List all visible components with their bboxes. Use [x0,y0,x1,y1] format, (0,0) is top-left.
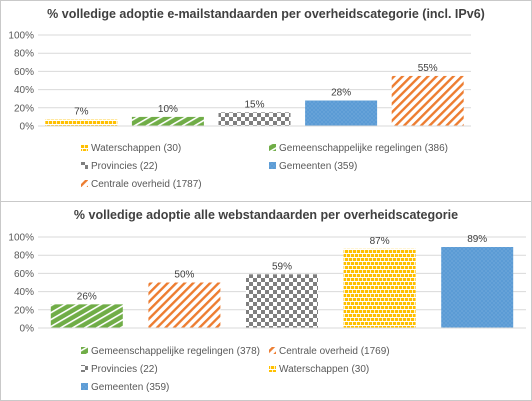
data-label: 59% [272,261,292,272]
data-label: 55% [418,63,438,74]
y-tick-label: 60% [14,67,34,78]
bar-1 [45,119,118,126]
y-tick-label: 60% [14,269,34,280]
bar-3 [246,274,318,328]
y-tick-label: 20% [14,103,34,114]
email-standards-chart-panel: % volledige adoptie e-mailstandaarden pe… [1,1,531,200]
data-label: 7% [74,107,89,118]
data-label: 10% [158,104,178,115]
legend-swatch [269,365,276,372]
legend-swatch [81,162,88,169]
email-standards-chart: % volledige adoptie e-mailstandaarden pe… [8,7,485,190]
legend-label: Gemeenschappelijke regelingen (378) [91,346,260,357]
bar-2 [148,282,221,328]
y-tick-label: 40% [14,85,34,96]
legend-label: Gemeenten (359) [279,161,357,172]
bar-4 [343,248,416,328]
chart-title: % volledige adoptie alle webstandaarden … [74,208,458,222]
data-label: 50% [174,270,194,281]
legend-swatch [81,180,88,187]
legend-label: Provincies (22) [91,161,158,172]
data-label: 89% [467,234,487,245]
bar-1 [50,304,123,328]
legend-swatch [81,365,88,372]
bar-2 [131,116,204,126]
y-tick-label: 40% [14,287,34,298]
legend-swatch [269,162,276,169]
y-tick-label: 0% [20,122,35,133]
y-tick-label: 80% [14,251,34,262]
y-tick-label: 0% [20,324,35,335]
data-label: 26% [77,291,97,302]
legend-label: Waterschappen (30) [279,364,369,375]
data-label: 87% [370,236,390,247]
legend-label: Gemeenschappelijke regelingen (386) [279,143,448,154]
y-tick-label: 100% [8,233,34,244]
legend-label: Waterschappen (30) [91,143,181,154]
legend-swatch [81,144,88,151]
legend-swatch [269,144,276,151]
legend-label: Centrale overheid (1787) [91,179,202,190]
legend-label: Provincies (22) [91,364,158,375]
legend-swatch [81,383,88,390]
y-tick-label: 20% [14,305,34,316]
y-tick-label: 80% [14,49,34,60]
legend-swatch [269,347,276,354]
bar-5 [441,247,514,328]
legend-label: Centrale overheid (1769) [279,346,390,357]
bar-5 [391,75,464,126]
web-standards-chart-panel: % volledige adoptie alle webstandaarden … [1,201,531,401]
legend-label: Gemeenten (359) [91,382,169,393]
bar-3 [218,112,291,126]
legend-swatch [81,347,88,354]
chart-title: % volledige adoptie e-mailstandaarden pe… [47,7,485,21]
y-tick-label: 100% [8,31,34,42]
data-label: 15% [244,99,264,110]
bar-4 [305,100,378,126]
data-label: 28% [331,88,351,99]
web-standards-chart: % volledige adoptie alle webstandaarden … [8,208,526,393]
